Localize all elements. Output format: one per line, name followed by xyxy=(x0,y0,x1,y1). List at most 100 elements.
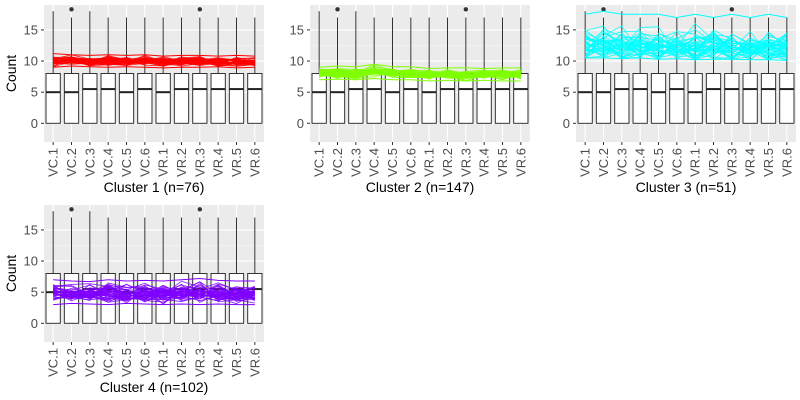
box-body xyxy=(760,73,777,124)
box-body xyxy=(63,73,80,124)
x-tick-label: VC.4 xyxy=(633,148,648,177)
profile-line xyxy=(584,41,787,59)
box-body xyxy=(577,73,593,124)
x-tick-label: VR.3 xyxy=(458,148,473,177)
y-tick-label: 0 xyxy=(297,116,304,131)
x-tick-label: VC.1 xyxy=(46,148,61,177)
box-body xyxy=(45,73,61,124)
profile-line xyxy=(585,38,788,59)
profile-line xyxy=(53,56,255,67)
profile-line xyxy=(53,289,255,300)
x-tick-label: VC.6 xyxy=(137,348,152,377)
x-tick-label: VR.2 xyxy=(706,148,721,177)
profile-line xyxy=(319,70,521,78)
x-tick-label: VR.6 xyxy=(247,148,262,177)
box-outlier xyxy=(69,7,74,12)
box-body xyxy=(173,73,190,124)
y-tick-label: 10 xyxy=(290,54,304,69)
x-tick-label: VR.2 xyxy=(174,148,189,177)
box-body xyxy=(513,73,529,124)
x-tick-label: VC.6 xyxy=(403,148,418,177)
profile-line-max xyxy=(319,63,521,70)
box-body xyxy=(742,73,758,124)
x-tick-label: VR.5 xyxy=(761,148,776,177)
box-body xyxy=(595,73,612,124)
y-tick-label: 5 xyxy=(297,85,304,100)
x-tick-label: VR.1 xyxy=(156,148,171,177)
panel-background xyxy=(44,5,264,142)
box-body xyxy=(329,73,346,124)
box-outlier xyxy=(197,7,203,12)
x-axis-title: Cluster 2 (n=147) xyxy=(366,179,475,195)
profile-line xyxy=(584,36,787,59)
profile-line-max xyxy=(53,53,255,57)
x-tick-label: VC.3 xyxy=(82,348,97,377)
profile-line xyxy=(53,57,255,66)
box-outlier xyxy=(463,7,469,12)
y-tick-label: 5 xyxy=(31,285,38,300)
box-body xyxy=(155,73,171,124)
x-tick-label: VC.1 xyxy=(578,148,593,177)
y-tick-label: 5 xyxy=(31,85,38,100)
panel-background xyxy=(576,5,796,142)
box-outlier xyxy=(197,207,203,212)
x-tick-label: VC.1 xyxy=(312,148,327,177)
profile-line-min xyxy=(319,77,521,82)
box-body xyxy=(724,73,740,124)
box-body xyxy=(311,73,327,124)
profile-line-max xyxy=(53,277,255,283)
x-tick-label: VC.5 xyxy=(119,348,134,377)
profile-line-max xyxy=(585,10,787,19)
box-outlier xyxy=(335,7,340,12)
x-tick-label: VC.3 xyxy=(82,148,97,177)
box-body xyxy=(137,73,153,124)
x-tick-label: VR.4 xyxy=(743,148,758,177)
box-body xyxy=(403,73,419,124)
y-tick-label: 0 xyxy=(31,316,38,331)
y-tick-label: 15 xyxy=(290,22,304,37)
x-tick-label: VC.2 xyxy=(596,148,611,177)
profile-line-min xyxy=(585,57,787,61)
box-body xyxy=(687,73,703,124)
profile-line xyxy=(584,28,787,55)
box-body xyxy=(669,73,685,124)
box-body xyxy=(632,73,648,124)
x-tick-label: VC.5 xyxy=(119,148,134,177)
box-body xyxy=(247,73,263,124)
x-tick-label: VR.5 xyxy=(229,348,244,377)
x-tick-label: VC.2 xyxy=(64,148,79,177)
x-axis-title: Cluster 1 (n=76) xyxy=(104,179,205,195)
y-tick-label: 10 xyxy=(556,54,570,69)
profile-line-min xyxy=(53,65,255,69)
x-tick-label: VC.2 xyxy=(64,348,79,377)
x-tick-label: VC.4 xyxy=(101,148,116,177)
x-tick-label: VC.3 xyxy=(348,148,363,177)
profile-line-min xyxy=(53,302,255,306)
x-tick-label: VC.5 xyxy=(385,148,400,177)
x-tick-label: VC.6 xyxy=(669,148,684,177)
box-body xyxy=(228,73,245,124)
profile-line xyxy=(319,70,521,79)
y-tick-label: 10 xyxy=(24,254,38,269)
profile-line xyxy=(319,70,521,80)
x-tick-label: VR.5 xyxy=(229,148,244,177)
profile-line xyxy=(319,65,521,82)
box-body xyxy=(384,73,401,124)
box-body xyxy=(348,73,364,124)
y-tick-label: 0 xyxy=(563,116,570,131)
x-tick-label: VR.3 xyxy=(724,148,739,177)
box-body xyxy=(650,73,667,124)
panel-background xyxy=(44,205,264,342)
x-tick-label: VR.1 xyxy=(156,348,171,377)
x-tick-label: VR.2 xyxy=(440,148,455,177)
x-axis-title: Cluster 3 (n=51) xyxy=(636,179,737,195)
profile-line xyxy=(53,281,255,303)
x-tick-label: VR.6 xyxy=(513,148,528,177)
x-tick-label: VC.4 xyxy=(367,148,382,177)
box-body xyxy=(192,73,208,124)
